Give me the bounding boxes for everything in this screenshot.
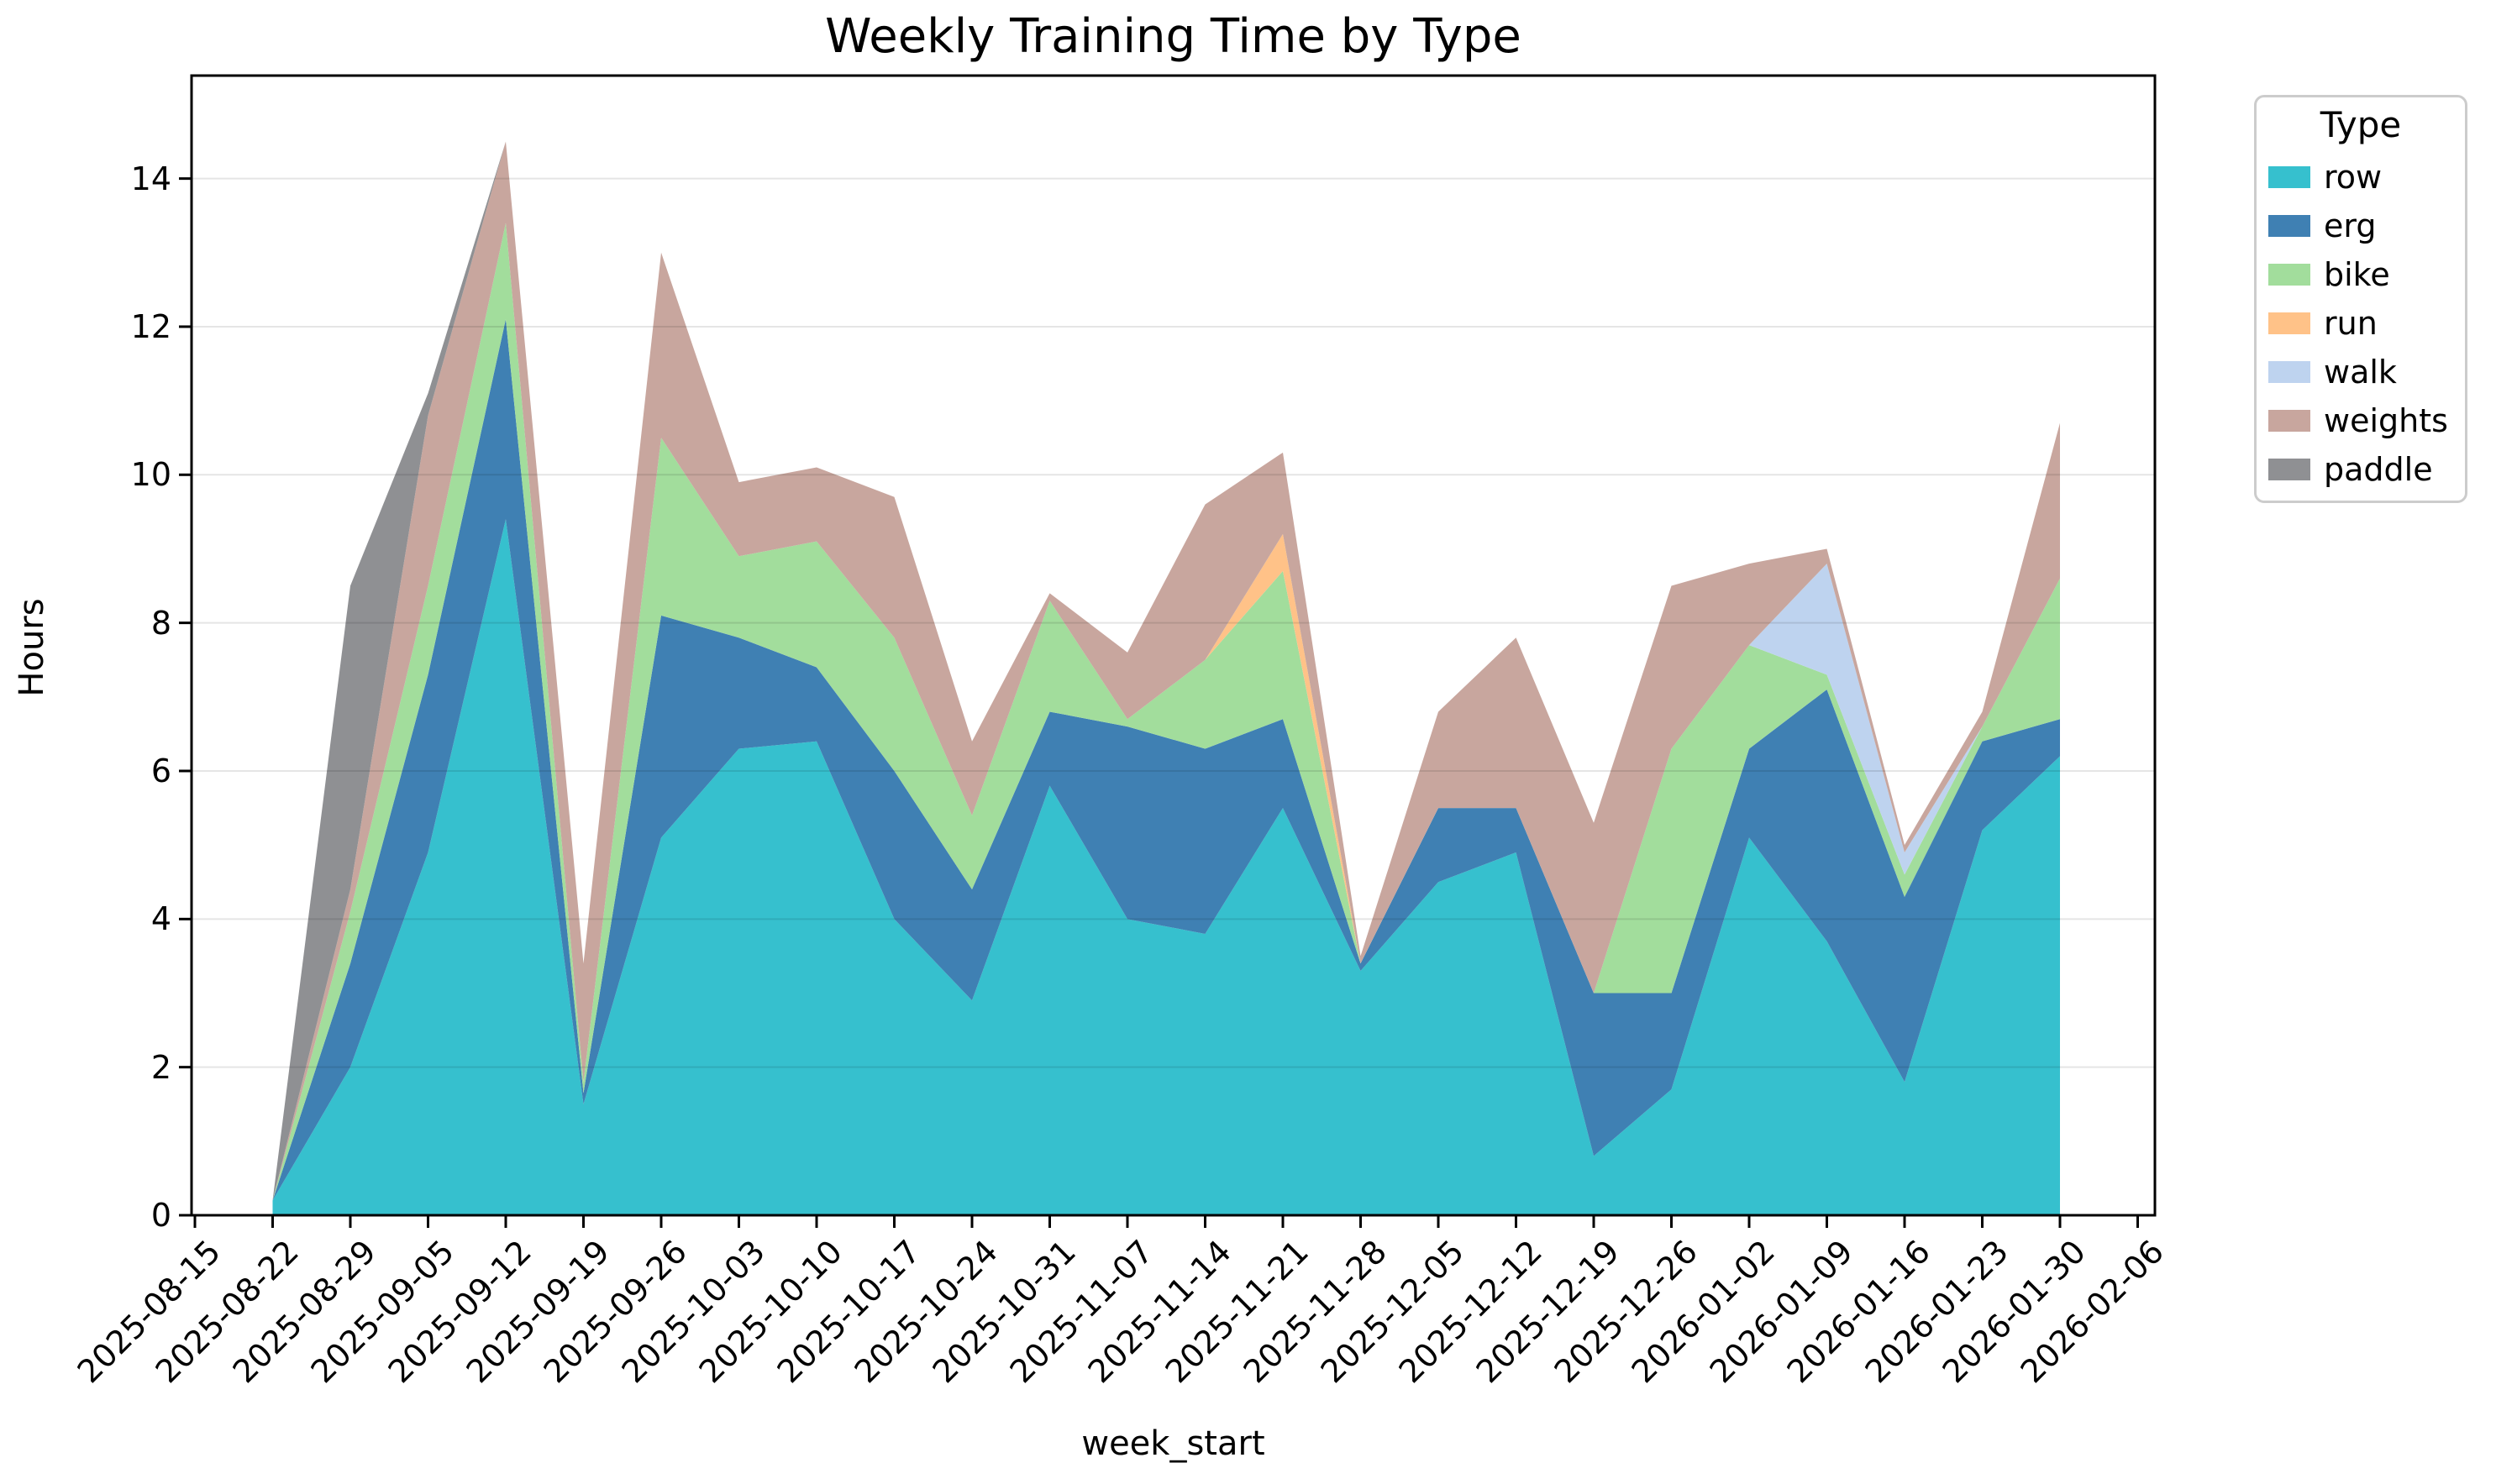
y-tick-label: 14 bbox=[130, 160, 171, 197]
legend-item-run: run bbox=[2257, 299, 2465, 348]
legend-swatch-paddle bbox=[2268, 459, 2310, 480]
x-axis-label: week_start bbox=[1081, 1424, 1265, 1463]
legend-label: weights bbox=[2324, 402, 2448, 439]
legend-item-walk: walk bbox=[2257, 348, 2465, 396]
legend-label: walk bbox=[2324, 354, 2397, 391]
y-tick-label: 0 bbox=[150, 1197, 171, 1234]
legend-swatch-row bbox=[2268, 166, 2310, 188]
y-tick-label: 2 bbox=[150, 1048, 171, 1086]
area-bike bbox=[272, 223, 2060, 1201]
legend-swatch-weights bbox=[2268, 410, 2310, 432]
legend-label: erg bbox=[2324, 207, 2377, 244]
legend: Type row erg bike run walk weights paddle bbox=[2254, 95, 2467, 503]
y-tick-label: 6 bbox=[150, 752, 171, 789]
legend-item-row: row bbox=[2257, 153, 2465, 202]
y-tick-label: 4 bbox=[150, 900, 171, 938]
legend-item-paddle: paddle bbox=[2257, 445, 2465, 494]
y-tick-label: 12 bbox=[130, 307, 171, 345]
legend-swatch-erg bbox=[2268, 215, 2310, 237]
area-weights bbox=[272, 141, 2060, 1201]
y-tick-label: 8 bbox=[150, 604, 171, 642]
legend-items: row erg bike run walk weights paddle bbox=[2257, 153, 2465, 494]
area-row bbox=[272, 519, 2060, 1215]
legend-swatch-run bbox=[2268, 312, 2310, 334]
legend-swatch-walk bbox=[2268, 361, 2310, 383]
legend-label: row bbox=[2324, 159, 2383, 196]
legend-item-erg: erg bbox=[2257, 202, 2465, 250]
legend-item-bike: bike bbox=[2257, 250, 2465, 299]
legend-item-weights: weights bbox=[2257, 396, 2465, 445]
legend-label: run bbox=[2324, 305, 2378, 342]
legend-label: bike bbox=[2324, 256, 2390, 293]
legend-swatch-bike bbox=[2268, 264, 2310, 286]
plot-border bbox=[190, 74, 2157, 1217]
chart-title: Weekly Training Time by Type bbox=[825, 9, 1521, 64]
legend-title: Type bbox=[2320, 104, 2402, 145]
y-tick-label: 10 bbox=[130, 456, 171, 494]
legend-label: paddle bbox=[2324, 451, 2433, 488]
area-erg bbox=[272, 319, 2060, 1201]
